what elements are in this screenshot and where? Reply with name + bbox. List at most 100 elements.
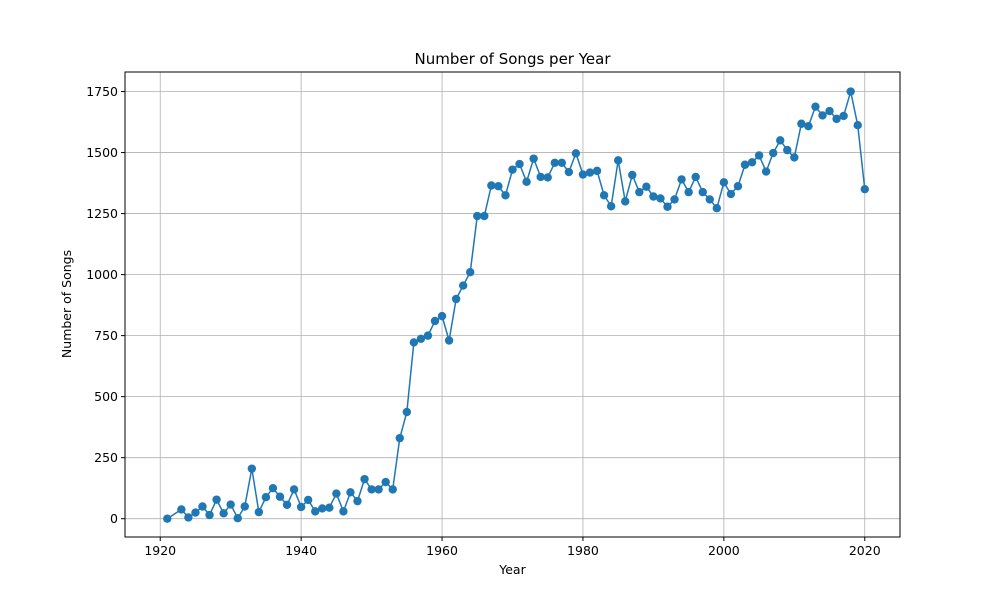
data-point bbox=[768, 148, 778, 158]
y-tick-label: 250 bbox=[94, 450, 118, 465]
axis-ticks: 1920 1940 1960 1980 2000 2020 0 250 500 750 1000 12… bbox=[86, 84, 881, 558]
data-point bbox=[776, 136, 785, 145]
data-point bbox=[578, 170, 588, 179]
chart-title: Number of Songs per Year bbox=[414, 50, 611, 68]
data-point bbox=[811, 102, 820, 111]
data-series bbox=[163, 87, 869, 523]
x-tick-label: 2020 bbox=[849, 543, 881, 558]
plot-area-frame bbox=[124, 71, 901, 538]
data-point bbox=[184, 513, 193, 522]
y-tick-label: 0 bbox=[110, 511, 118, 526]
data-point bbox=[606, 202, 616, 211]
data-point bbox=[395, 433, 404, 443]
data-point bbox=[719, 178, 729, 187]
data-point bbox=[303, 495, 313, 505]
data-point bbox=[508, 165, 517, 174]
data-point bbox=[381, 477, 390, 487]
data-point bbox=[754, 151, 764, 160]
data-point bbox=[804, 121, 813, 131]
y-axis-title: Number of Songs bbox=[59, 250, 74, 358]
y-tick-label: 1750 bbox=[86, 84, 118, 99]
data-point bbox=[642, 182, 651, 191]
data-point bbox=[543, 173, 552, 182]
data-point bbox=[163, 514, 172, 523]
data-point bbox=[360, 474, 369, 484]
data-point bbox=[825, 106, 834, 116]
data-point bbox=[790, 153, 799, 162]
x-tick-label: 1960 bbox=[426, 543, 458, 558]
data-point bbox=[240, 502, 249, 511]
data-point bbox=[212, 495, 221, 504]
data-point bbox=[761, 167, 771, 176]
y-tick-label: 1250 bbox=[86, 206, 118, 221]
data-point bbox=[416, 334, 426, 343]
data-point bbox=[346, 488, 355, 497]
data-point bbox=[691, 172, 700, 182]
data-point bbox=[515, 159, 524, 169]
data-point bbox=[592, 166, 602, 176]
data-point bbox=[198, 502, 207, 511]
data-point bbox=[458, 281, 468, 290]
data-point bbox=[621, 197, 630, 206]
data-point bbox=[374, 485, 383, 494]
data-point bbox=[726, 189, 736, 199]
data-point bbox=[557, 158, 567, 168]
data-point bbox=[339, 507, 348, 516]
x-tick-label: 1940 bbox=[285, 543, 317, 558]
x-axis-title: Year bbox=[498, 562, 526, 577]
data-point bbox=[818, 111, 827, 120]
data-point bbox=[318, 504, 327, 513]
data-point bbox=[585, 168, 595, 177]
data-point bbox=[550, 158, 559, 168]
data-point bbox=[233, 514, 242, 523]
data-point bbox=[670, 195, 679, 204]
data-point bbox=[451, 294, 461, 304]
data-point bbox=[649, 192, 658, 201]
x-tick-label: 1920 bbox=[144, 543, 176, 558]
data-point bbox=[205, 510, 214, 520]
data-point bbox=[684, 187, 693, 197]
data-point bbox=[599, 191, 609, 200]
data-point bbox=[423, 331, 433, 340]
data-point bbox=[226, 500, 235, 509]
data-point bbox=[571, 149, 581, 158]
x-tick-label: 1980 bbox=[567, 543, 599, 558]
data-point bbox=[191, 508, 200, 517]
data-point bbox=[268, 483, 278, 493]
x-tick-label: 2000 bbox=[708, 543, 740, 558]
data-point bbox=[677, 175, 686, 184]
data-point bbox=[656, 194, 665, 203]
data-point bbox=[501, 191, 510, 200]
data-point bbox=[628, 170, 637, 180]
data-point bbox=[247, 464, 257, 473]
data-point bbox=[705, 195, 714, 204]
data-point bbox=[388, 485, 397, 494]
data-point bbox=[846, 87, 855, 96]
data-point bbox=[698, 187, 707, 197]
data-point bbox=[853, 121, 862, 130]
data-point bbox=[783, 145, 792, 155]
data-point bbox=[437, 311, 447, 321]
data-point bbox=[219, 509, 228, 518]
data-point bbox=[860, 184, 869, 194]
data-point bbox=[332, 489, 341, 498]
data-point bbox=[480, 211, 489, 221]
data-point bbox=[473, 211, 482, 221]
data-point bbox=[289, 485, 299, 494]
data-point bbox=[613, 156, 623, 165]
data-point bbox=[747, 158, 757, 167]
data-point bbox=[564, 167, 574, 177]
data-point bbox=[712, 204, 722, 213]
data-point bbox=[733, 182, 743, 191]
data-point bbox=[402, 407, 412, 417]
data-point bbox=[740, 160, 750, 169]
data-point bbox=[466, 267, 475, 277]
data-point bbox=[261, 493, 271, 502]
data-point bbox=[254, 507, 264, 517]
data-point bbox=[325, 503, 334, 512]
data-point bbox=[663, 202, 672, 211]
data-point bbox=[522, 177, 531, 187]
y-tick-label: 750 bbox=[94, 328, 118, 343]
